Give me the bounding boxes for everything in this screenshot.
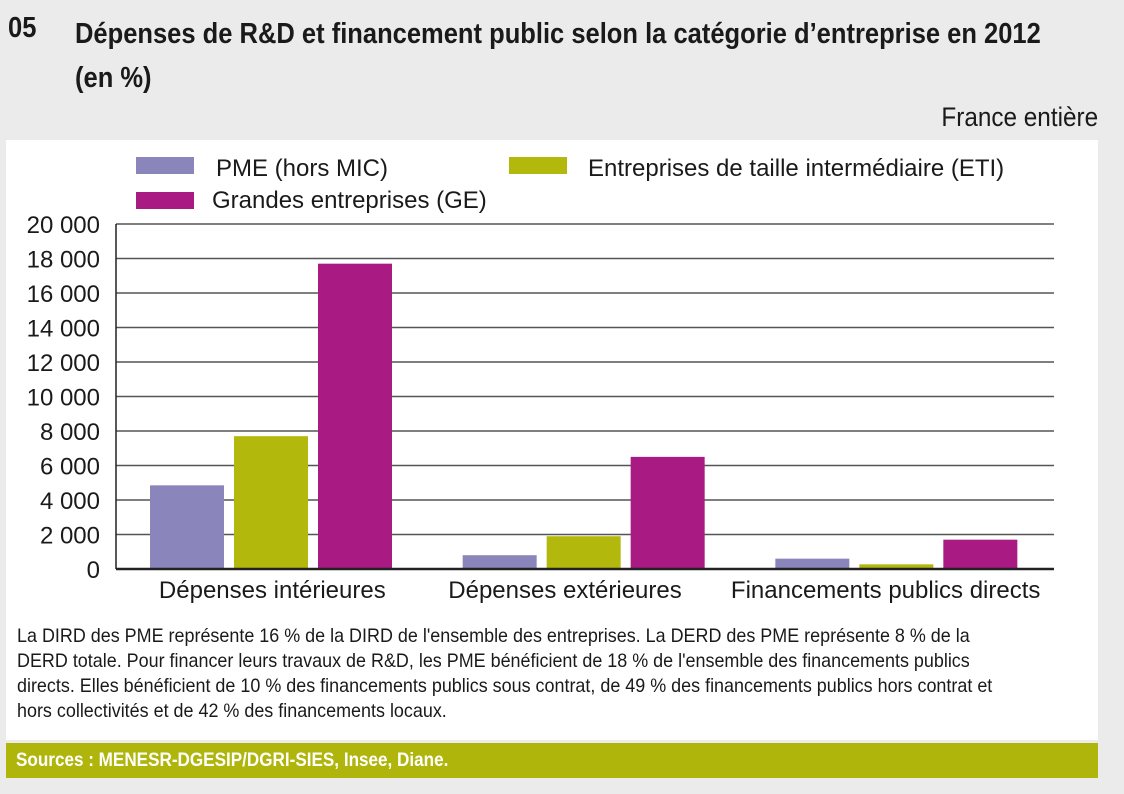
chart-title: Dépenses de R&D et financement public se… [75, 18, 1041, 94]
legend-swatch-1 [509, 157, 567, 174]
scope-label: France entière [941, 102, 1098, 132]
sources-text: Sources : MENESR-DGESIP/DGRI-SIES, Insee… [16, 750, 449, 771]
y-tick-label: 16 000 [27, 281, 100, 308]
y-tick-label: 10 000 [27, 385, 100, 412]
bar-0-1 [462, 555, 537, 569]
chart-panel [6, 140, 1098, 740]
y-tick-label: 18 000 [27, 247, 100, 274]
bar-2-0 [318, 263, 392, 569]
y-tick-label: 8 000 [40, 419, 100, 446]
bar-1-2 [859, 564, 934, 569]
legend-swatch-2 [136, 192, 194, 209]
legend-swatch-0 [136, 157, 194, 174]
y-tick-label: 2 000 [40, 523, 100, 550]
y-tick-label: 6 000 [40, 454, 100, 481]
chart-note: La DIRD des PME représente 16 % de la DI… [17, 625, 993, 722]
figure-number: 05 [8, 12, 37, 44]
y-tick-label: 14 000 [27, 316, 100, 343]
x-tick-label: Dépenses extérieures [448, 577, 681, 604]
legend-label-1: Entreprises de taille intermédiaire (ETI… [588, 155, 1004, 182]
y-tick-label: 12 000 [27, 350, 100, 377]
bar-chart: 0 2 000 4 000 6 000 8 000 10 000 12 000 14 000 1… [27, 155, 1054, 604]
legend-label-0: PME (hors MIC) [216, 155, 388, 182]
bar-2-1 [630, 456, 705, 569]
y-tick-label: 4 000 [40, 488, 100, 515]
y-tick-label: 0 [87, 557, 100, 584]
sources-bar: Sources : MENESR-DGESIP/DGRI-SIES, Insee… [6, 743, 1098, 778]
legend-label-2: Grandes entreprises (GE) [212, 187, 487, 214]
bar-1-1 [546, 536, 621, 569]
y-tick-label: 20 000 [27, 212, 100, 239]
x-tick-label: Financements publics directs [731, 577, 1040, 604]
bar-0-2 [775, 558, 850, 569]
bar-2-2 [943, 539, 1018, 569]
bar-0-0 [150, 485, 224, 569]
bar-1-0 [234, 436, 308, 569]
x-tick-label: Dépenses intérieures [159, 577, 386, 604]
